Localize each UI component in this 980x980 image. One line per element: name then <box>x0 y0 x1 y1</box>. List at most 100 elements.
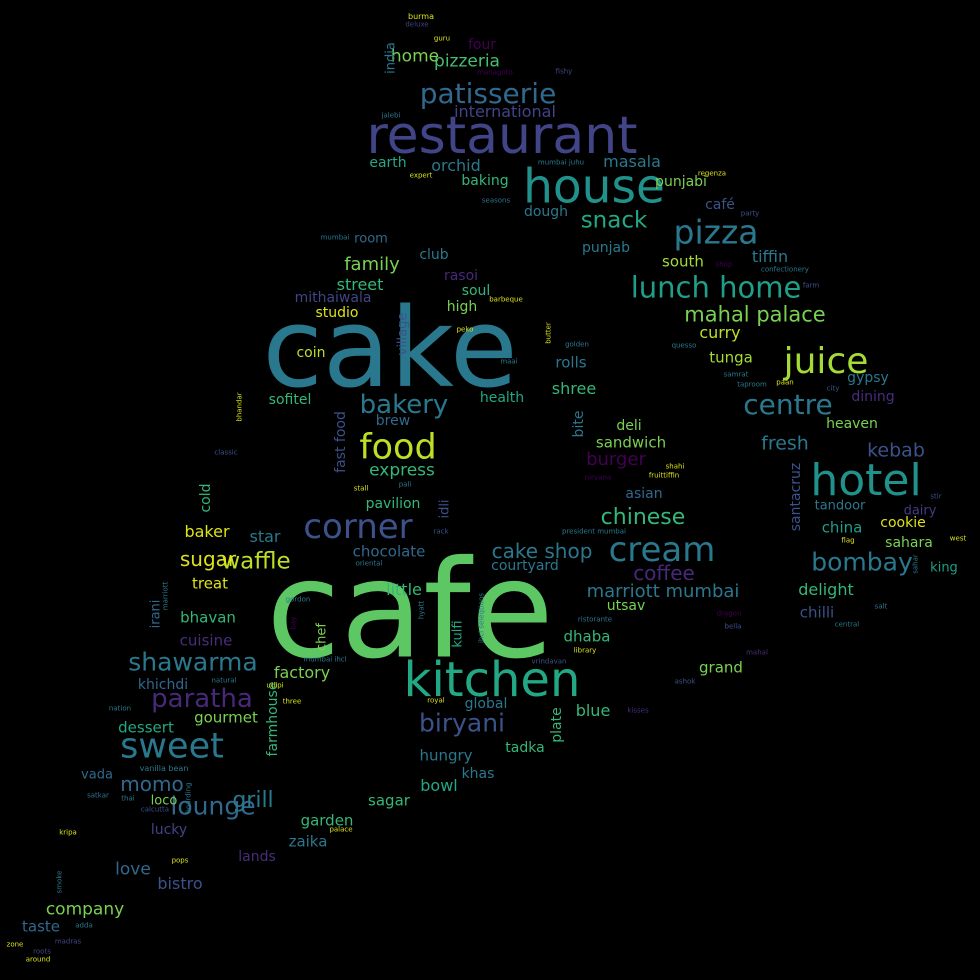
word-bakery: bakery <box>359 390 449 420</box>
word-gypsy: gypsy <box>847 370 889 386</box>
word-confectionery: confectionery <box>761 265 809 274</box>
word-jalebi: jalebi <box>381 111 401 120</box>
word-stall: stall <box>353 484 369 493</box>
word-gordon: gordon <box>285 595 311 604</box>
word-burma: burma <box>408 12 434 21</box>
word-mumbai: mumbai <box>320 233 350 242</box>
word-caf-: café <box>705 197 735 213</box>
word-chilli: chilli <box>799 603 835 622</box>
word-asian: asian <box>625 486 663 502</box>
word-gourmet: gourmet <box>194 708 258 727</box>
word-rack: rack <box>433 527 449 536</box>
word-cuisine: cuisine <box>179 631 233 650</box>
word-adda: adda <box>75 921 93 930</box>
word-cafe: cafe <box>266 531 554 689</box>
word-santacruz: santacruz <box>788 462 804 532</box>
word-boarding: boarding <box>184 782 193 814</box>
word-dessert: dessert <box>118 718 174 737</box>
word-dairy: dairy <box>903 503 937 519</box>
word-china: china <box>821 518 863 537</box>
word-global: global <box>464 696 508 712</box>
word-tandoor: tandoor <box>814 498 866 514</box>
word-butter: butter <box>544 322 553 344</box>
word-nation: nation <box>108 704 132 713</box>
word-west: west <box>949 534 967 543</box>
word-corner: corner <box>303 507 413 547</box>
word-lounge: lounge <box>170 791 256 821</box>
word-ristorante: ristorante <box>577 615 613 624</box>
word-high: high <box>446 299 478 315</box>
word-managoto: managoto <box>477 68 513 77</box>
word-india: india <box>383 42 399 74</box>
word-expert: expert <box>409 171 433 180</box>
word-hotel: hotel <box>810 455 922 506</box>
word-zaika: zaika <box>288 832 328 851</box>
word-party: party <box>740 209 760 218</box>
word-room: room <box>354 231 388 247</box>
word-village: village <box>395 312 411 356</box>
word-rolls: rolls <box>555 353 587 372</box>
word-hyatt: hyatt <box>417 600 426 620</box>
word-lucky: lucky <box>150 822 188 838</box>
word-cold: cold <box>198 483 214 513</box>
word-tiffin: tiffin <box>751 247 789 266</box>
word-grand: grand <box>699 658 743 677</box>
word-express: express <box>369 460 435 481</box>
word-central: central <box>834 620 860 629</box>
word-bombay: bombay <box>811 547 913 577</box>
word-grill: grill <box>232 788 274 813</box>
word-bhandar: bhandar <box>235 392 244 422</box>
word-fruittiffin: fruittiffin <box>648 471 680 480</box>
word-south: south <box>662 252 704 271</box>
word-vada: vada <box>81 767 113 783</box>
word-coin: coin <box>296 345 326 361</box>
word-maai: maai <box>500 357 518 366</box>
word-vrindavan: vrindavan <box>531 657 567 666</box>
word-delight: delight <box>798 580 854 599</box>
word-mahal-palace: mahal palace <box>684 302 826 327</box>
word-pizzeria: pizzeria <box>434 51 500 72</box>
word-street: street <box>336 275 384 294</box>
word-sweet: sweet <box>120 726 224 767</box>
word-little: little <box>386 580 422 599</box>
word-health: health <box>479 390 525 406</box>
word-paan: paan <box>776 378 794 387</box>
word-salt: salt <box>874 602 888 611</box>
word-loco: loco <box>150 793 178 809</box>
word-library: library <box>573 646 597 655</box>
word-kisses: kisses <box>627 706 649 715</box>
word-studio: studio <box>315 305 359 321</box>
word-marriott-mumbai: marriott mumbai <box>586 581 740 602</box>
word-juice: juice <box>783 341 869 382</box>
word-nirvana: nirvana <box>584 473 612 482</box>
word-centre: centre <box>743 388 833 421</box>
word-pali: pali <box>398 480 412 489</box>
word-brew: brew <box>375 413 411 429</box>
word-shawarma: shawarma <box>128 647 258 677</box>
word-sugar: sugar <box>179 547 237 571</box>
word-cake-shop: cake shop <box>491 539 593 563</box>
word-home: home <box>390 46 440 67</box>
word-burger: burger <box>586 449 646 470</box>
word-fishy: fishy <box>555 67 573 76</box>
word-udipi: udipi <box>266 681 284 690</box>
word-shop: shop <box>715 260 733 269</box>
word-khas: khas <box>461 766 495 782</box>
word-roots: roots <box>33 947 51 956</box>
word-madras: madras <box>54 937 82 946</box>
word-patisserie: patisserie <box>419 77 557 110</box>
word-mumbai-juhu: mumbai juhu <box>537 158 585 167</box>
word-love: love <box>115 859 151 880</box>
word-cream: cream <box>608 530 716 570</box>
word-dough: dough <box>523 204 569 220</box>
word-house: house <box>523 159 665 215</box>
word-pavilion: pavilion <box>365 496 421 512</box>
word-lands: lands <box>238 849 276 865</box>
word-golden: golden <box>565 340 589 349</box>
word-masala: masala <box>603 152 661 171</box>
word-international: international <box>454 102 556 121</box>
word-pizza: pizza <box>673 212 759 252</box>
word-chef: chef <box>314 623 330 651</box>
word-deli: deli <box>616 418 642 434</box>
